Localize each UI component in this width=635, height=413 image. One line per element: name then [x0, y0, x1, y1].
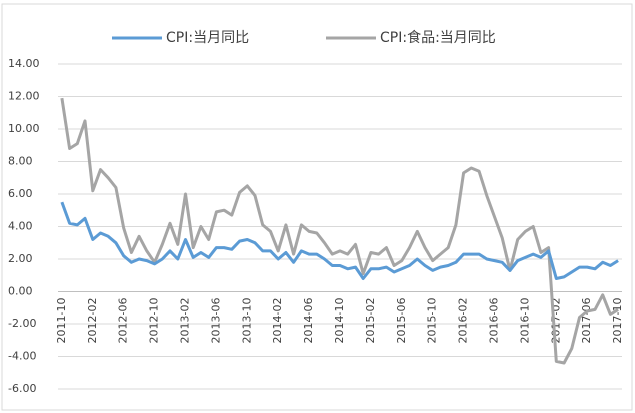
y-tick-label: 10.00	[8, 122, 40, 135]
x-tick-label: 2015-10	[426, 298, 439, 344]
y-tick-label: 4.00	[8, 220, 33, 233]
x-tick-label: 2014-10	[333, 298, 346, 344]
x-tick-label: 2015-06	[395, 298, 408, 344]
x-tick-label: 2014-06	[302, 298, 315, 344]
y-tick-label: 12.00	[8, 90, 40, 103]
x-tick-label: 2017-10	[611, 298, 624, 344]
y-tick-label: -4.00	[8, 350, 36, 363]
x-tick-label: 2011-10	[55, 298, 68, 344]
x-tick-label: 2013-06	[209, 298, 222, 344]
x-tick-label: 2016-02	[457, 298, 470, 344]
x-tick-label: 2012-06	[117, 298, 130, 344]
x-tick-label: 2016-10	[518, 298, 531, 344]
series-line	[60, 201, 619, 280]
y-tick-label: 14.00	[8, 57, 40, 70]
y-tick-label: -6.00	[8, 382, 36, 395]
y-tick-label: -2.00	[8, 317, 36, 330]
x-tick-label: 2013-10	[240, 298, 253, 344]
x-tick-label: 2017-06	[580, 298, 593, 344]
legend-label: CPI:食品:当月同比	[380, 29, 496, 46]
x-tick-label: 2015-02	[364, 298, 377, 344]
x-tick-label: 2013-02	[178, 298, 191, 344]
legend-label: CPI:当月同比	[166, 30, 249, 46]
chart-frame	[1, 3, 633, 411]
y-tick-label: 0.00	[8, 285, 33, 298]
x-tick-label: 2012-02	[86, 298, 99, 344]
x-tick-label: 2012-10	[148, 298, 161, 344]
y-tick-label: 6.00	[8, 187, 33, 200]
y-tick-label: 2.00	[8, 252, 33, 265]
x-tick-label: 2014-02	[271, 298, 284, 344]
y-tick-label: 8.00	[8, 155, 33, 168]
x-tick-label: 2016-06	[488, 297, 501, 343]
